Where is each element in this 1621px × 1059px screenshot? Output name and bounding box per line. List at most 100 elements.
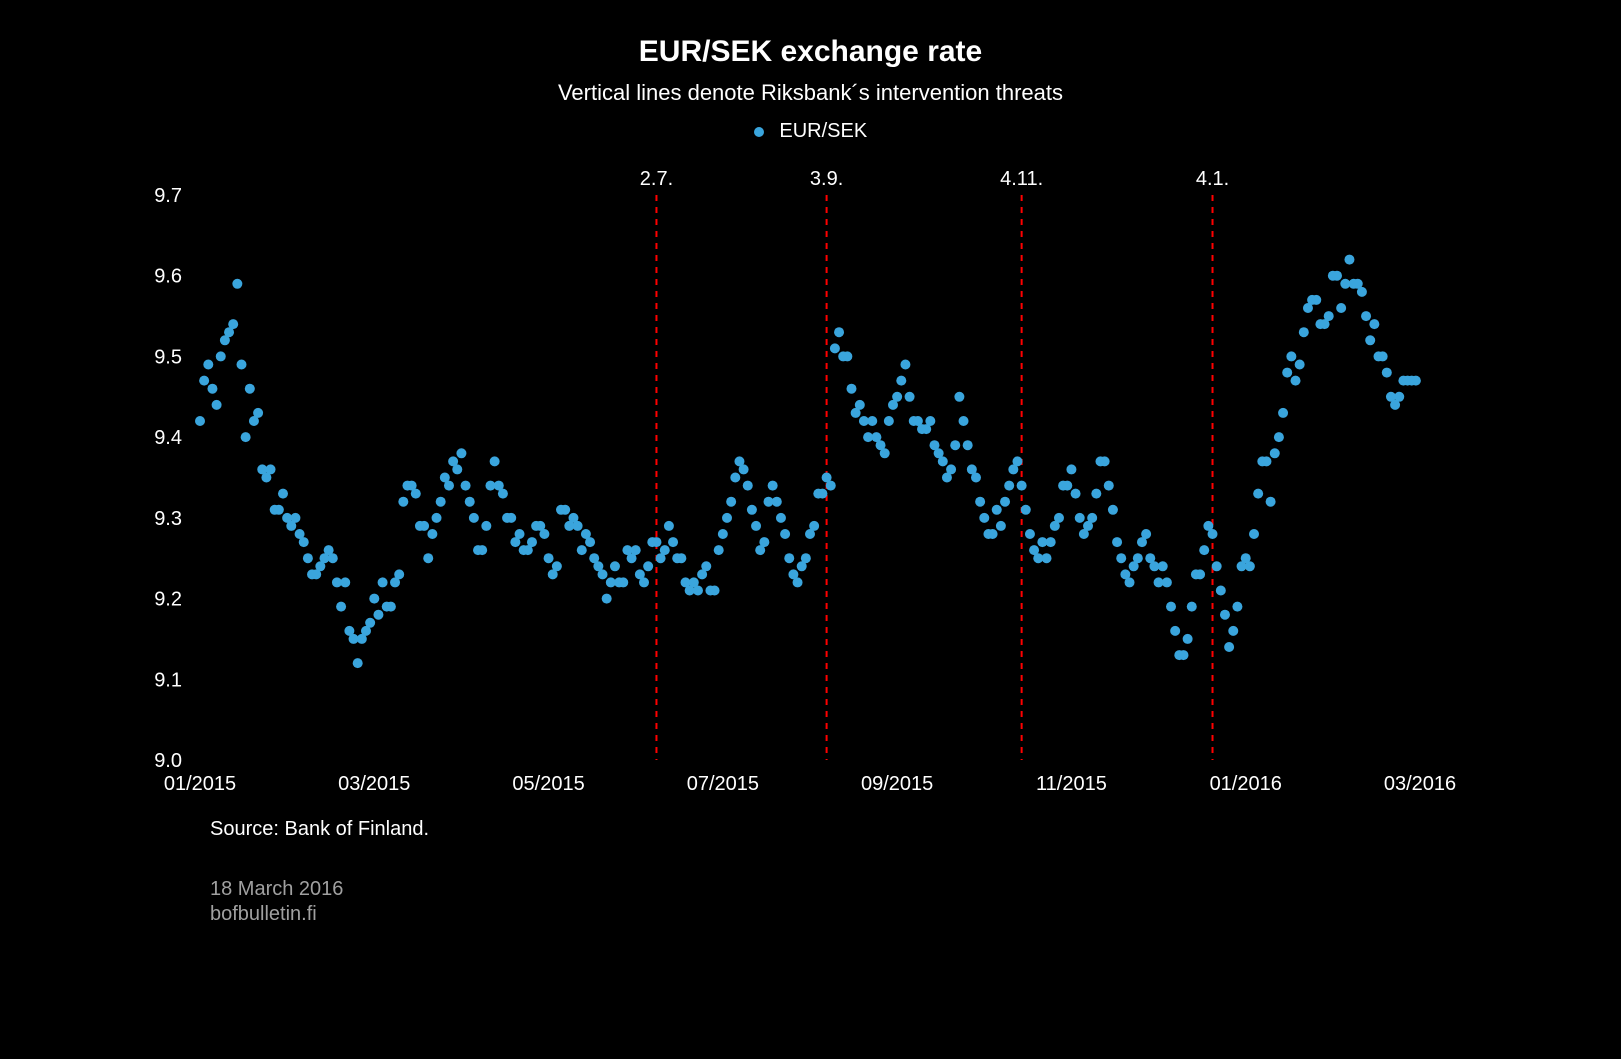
data-point <box>718 529 728 539</box>
data-point <box>1071 489 1081 499</box>
data-point <box>1017 481 1027 491</box>
x-tick-label: 05/2015 <box>512 773 584 795</box>
data-point <box>481 521 491 531</box>
data-point <box>950 440 960 450</box>
data-point <box>1075 513 1085 523</box>
data-point <box>639 577 649 587</box>
data-point <box>1021 505 1031 515</box>
data-point <box>411 489 421 499</box>
data-point <box>784 553 794 563</box>
data-point <box>515 529 525 539</box>
data-point <box>668 537 678 547</box>
x-tick-label: 09/2015 <box>861 773 933 795</box>
data-point <box>527 537 537 547</box>
data-point <box>959 416 969 426</box>
data-point <box>602 594 612 604</box>
data-point <box>1158 561 1168 571</box>
data-point <box>988 529 998 539</box>
data-point <box>328 553 338 563</box>
data-point <box>199 376 209 386</box>
data-point <box>353 658 363 668</box>
y-tick-label: 9.2 <box>154 589 182 611</box>
data-point <box>573 521 583 531</box>
data-point <box>498 489 508 499</box>
data-point <box>245 384 255 394</box>
data-point <box>946 464 956 474</box>
data-point <box>290 513 300 523</box>
data-point <box>1162 577 1172 587</box>
data-point <box>925 416 935 426</box>
data-point <box>303 553 313 563</box>
data-point <box>1291 376 1301 386</box>
data-point <box>228 319 238 329</box>
data-point <box>386 602 396 612</box>
data-point <box>759 537 769 547</box>
data-point <box>1228 626 1238 636</box>
data-point <box>618 577 628 587</box>
data-point <box>1282 368 1292 378</box>
data-point <box>610 561 620 571</box>
data-point <box>1261 456 1271 466</box>
data-point <box>722 513 732 523</box>
data-point <box>1208 529 1218 539</box>
data-point <box>216 351 226 361</box>
data-point <box>1183 634 1193 644</box>
data-point <box>274 505 284 515</box>
data-point <box>577 545 587 555</box>
data-point <box>1012 456 1022 466</box>
data-point <box>896 376 906 386</box>
data-point <box>726 497 736 507</box>
data-point <box>710 586 720 596</box>
data-point <box>465 497 475 507</box>
data-point <box>772 497 782 507</box>
data-point <box>1170 626 1180 636</box>
data-point <box>1087 513 1097 523</box>
data-point <box>1382 368 1392 378</box>
data-point <box>1046 537 1056 547</box>
data-point <box>278 489 288 499</box>
data-point <box>1249 529 1259 539</box>
data-point <box>1266 497 1276 507</box>
data-point <box>241 432 251 442</box>
data-point <box>436 497 446 507</box>
data-point <box>1324 311 1334 321</box>
data-point <box>975 497 985 507</box>
data-point <box>1195 569 1205 579</box>
data-point <box>1357 287 1367 297</box>
data-point <box>834 327 844 337</box>
event-label: 2.7. <box>640 168 673 190</box>
data-point <box>423 553 433 563</box>
data-point <box>1278 408 1288 418</box>
data-point <box>253 408 263 418</box>
data-point <box>938 456 948 466</box>
data-point <box>842 351 852 361</box>
data-point <box>1311 295 1321 305</box>
data-point <box>1299 327 1309 337</box>
data-point <box>419 521 429 531</box>
data-point <box>776 513 786 523</box>
data-point <box>444 481 454 491</box>
data-point <box>1116 553 1126 563</box>
data-point <box>1369 319 1379 329</box>
data-point <box>1270 448 1280 458</box>
data-point <box>336 602 346 612</box>
data-point <box>1232 602 1242 612</box>
y-tick-label: 9.5 <box>154 346 182 368</box>
data-point <box>971 473 981 483</box>
data-point <box>203 360 213 370</box>
x-tick-label: 03/2016 <box>1384 773 1456 795</box>
data-point <box>880 448 890 458</box>
data-point <box>1212 561 1222 571</box>
data-point <box>461 481 471 491</box>
data-point <box>660 545 670 555</box>
data-point <box>427 529 437 539</box>
data-point <box>730 473 740 483</box>
data-point <box>751 521 761 531</box>
data-point <box>232 279 242 289</box>
data-point <box>780 529 790 539</box>
x-tick-label: 07/2015 <box>687 773 759 795</box>
data-point <box>544 553 554 563</box>
data-point <box>996 521 1006 531</box>
data-point <box>846 384 856 394</box>
footer-date: 18 March 2016 <box>210 878 343 900</box>
